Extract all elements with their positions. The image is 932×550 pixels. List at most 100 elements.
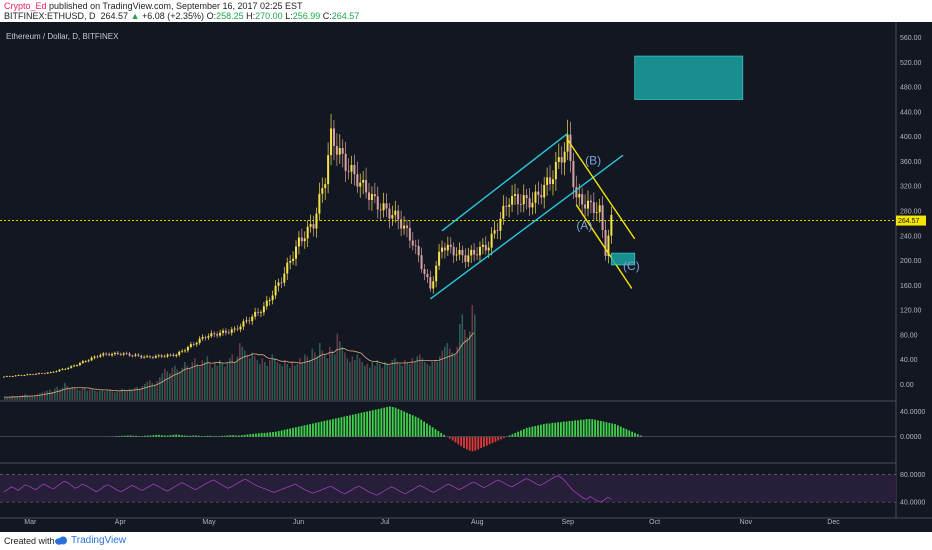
macd-bar bbox=[218, 436, 220, 437]
candle-body bbox=[516, 194, 519, 205]
candle-body bbox=[11, 376, 14, 377]
rsi-line bbox=[3, 475, 612, 503]
macd-bar bbox=[198, 435, 200, 437]
volume-bar bbox=[454, 354, 456, 400]
macd-bar bbox=[531, 426, 534, 437]
candle-body bbox=[277, 282, 280, 286]
chart-plot[interactable]: 560.00 520.00 480.00 440.00 400.00 360.00 320.… bbox=[0, 22, 932, 532]
macd-bar bbox=[257, 433, 260, 437]
candle-body bbox=[90, 357, 93, 361]
candle-body bbox=[496, 230, 499, 232]
volume-bar bbox=[431, 362, 434, 400]
volume-bar bbox=[46, 390, 49, 400]
macd-bar bbox=[480, 436, 482, 449]
macd-bar bbox=[426, 423, 428, 437]
macd-bar bbox=[161, 435, 163, 437]
candle-body bbox=[84, 361, 87, 362]
macd-bar bbox=[309, 424, 311, 437]
volume-bar bbox=[364, 365, 366, 400]
volume-bar bbox=[14, 397, 16, 400]
candle-body bbox=[411, 240, 414, 246]
candle-body bbox=[490, 233, 493, 248]
volume-bar bbox=[309, 360, 311, 400]
volume-bar bbox=[151, 382, 154, 400]
macd-bar bbox=[511, 434, 514, 437]
macd-bar bbox=[351, 414, 354, 437]
volume-bar bbox=[429, 365, 431, 400]
candle-body bbox=[584, 204, 587, 209]
macd-bar bbox=[186, 435, 189, 437]
macd-bar bbox=[149, 435, 152, 437]
volume-bar bbox=[369, 367, 371, 400]
candle-body bbox=[335, 146, 338, 155]
candle-body bbox=[102, 353, 105, 356]
candle-body bbox=[397, 210, 400, 220]
volume-bar bbox=[76, 389, 79, 400]
candle-body bbox=[455, 254, 458, 256]
macd-bar bbox=[568, 420, 571, 437]
candle-body bbox=[32, 374, 35, 376]
candle-body bbox=[122, 353, 125, 355]
volume-bar bbox=[6, 397, 9, 400]
macd-bar bbox=[491, 436, 494, 444]
volume-bar bbox=[249, 358, 251, 400]
candle-body bbox=[441, 247, 443, 252]
macd-bar bbox=[514, 432, 517, 437]
candle-body bbox=[166, 354, 169, 357]
macd-bar bbox=[560, 422, 562, 437]
candle-body bbox=[87, 360, 90, 362]
candle-body bbox=[365, 179, 368, 193]
macd-bar bbox=[143, 435, 146, 437]
volume-bar bbox=[126, 390, 129, 400]
volume-bar bbox=[254, 356, 256, 400]
macd-bar bbox=[146, 435, 149, 437]
author-link[interactable]: Crypto_Ed bbox=[4, 1, 47, 11]
volume-ma-line bbox=[4, 332, 475, 398]
volume-bar bbox=[69, 388, 71, 400]
candle-body bbox=[610, 214, 613, 236]
candle-body bbox=[52, 371, 55, 373]
candle-body bbox=[312, 224, 315, 229]
x-tick-label: Dec bbox=[827, 519, 840, 526]
volume-bar bbox=[121, 388, 124, 400]
macd-bar bbox=[343, 416, 346, 437]
macd-bar bbox=[158, 434, 160, 437]
candle-body bbox=[321, 188, 324, 194]
macd-bar bbox=[411, 415, 414, 437]
volume-bar bbox=[209, 363, 211, 400]
macd-bar bbox=[294, 427, 297, 437]
macd-bar bbox=[508, 435, 511, 437]
macd-bar bbox=[172, 434, 175, 437]
x-tick-label: Nov bbox=[740, 519, 753, 526]
macd-bar bbox=[599, 420, 602, 437]
volume-bar bbox=[349, 362, 351, 400]
volume-bar bbox=[139, 388, 141, 400]
candle-body bbox=[29, 374, 32, 376]
candle-body bbox=[400, 219, 403, 229]
macd-bar bbox=[465, 436, 468, 450]
macd-bar bbox=[286, 429, 289, 437]
volume-bar bbox=[101, 389, 104, 400]
volume-bar bbox=[94, 390, 96, 400]
candle-body bbox=[251, 316, 254, 322]
volume-bar bbox=[351, 356, 354, 400]
rising-channel-lower bbox=[429, 154, 624, 300]
candle-body bbox=[546, 177, 549, 185]
cloud-icon bbox=[55, 536, 67, 545]
candle-body bbox=[373, 194, 376, 197]
candle-body bbox=[376, 196, 379, 210]
volume-bar bbox=[99, 390, 101, 400]
tradingview-logo[interactable]: TradingView bbox=[54, 535, 126, 546]
volume-bar bbox=[424, 362, 426, 400]
candle-body bbox=[222, 330, 224, 333]
candle-body bbox=[484, 244, 487, 251]
y-tick-label: 320.00 bbox=[900, 184, 922, 191]
macd-bar bbox=[403, 411, 406, 437]
macd-bar bbox=[588, 419, 591, 437]
candle-body bbox=[230, 329, 233, 333]
macd-bar bbox=[617, 425, 619, 437]
candle-body bbox=[560, 157, 563, 163]
volume-bar bbox=[459, 324, 461, 400]
candle-body bbox=[528, 198, 531, 208]
macd-bar bbox=[275, 431, 277, 437]
